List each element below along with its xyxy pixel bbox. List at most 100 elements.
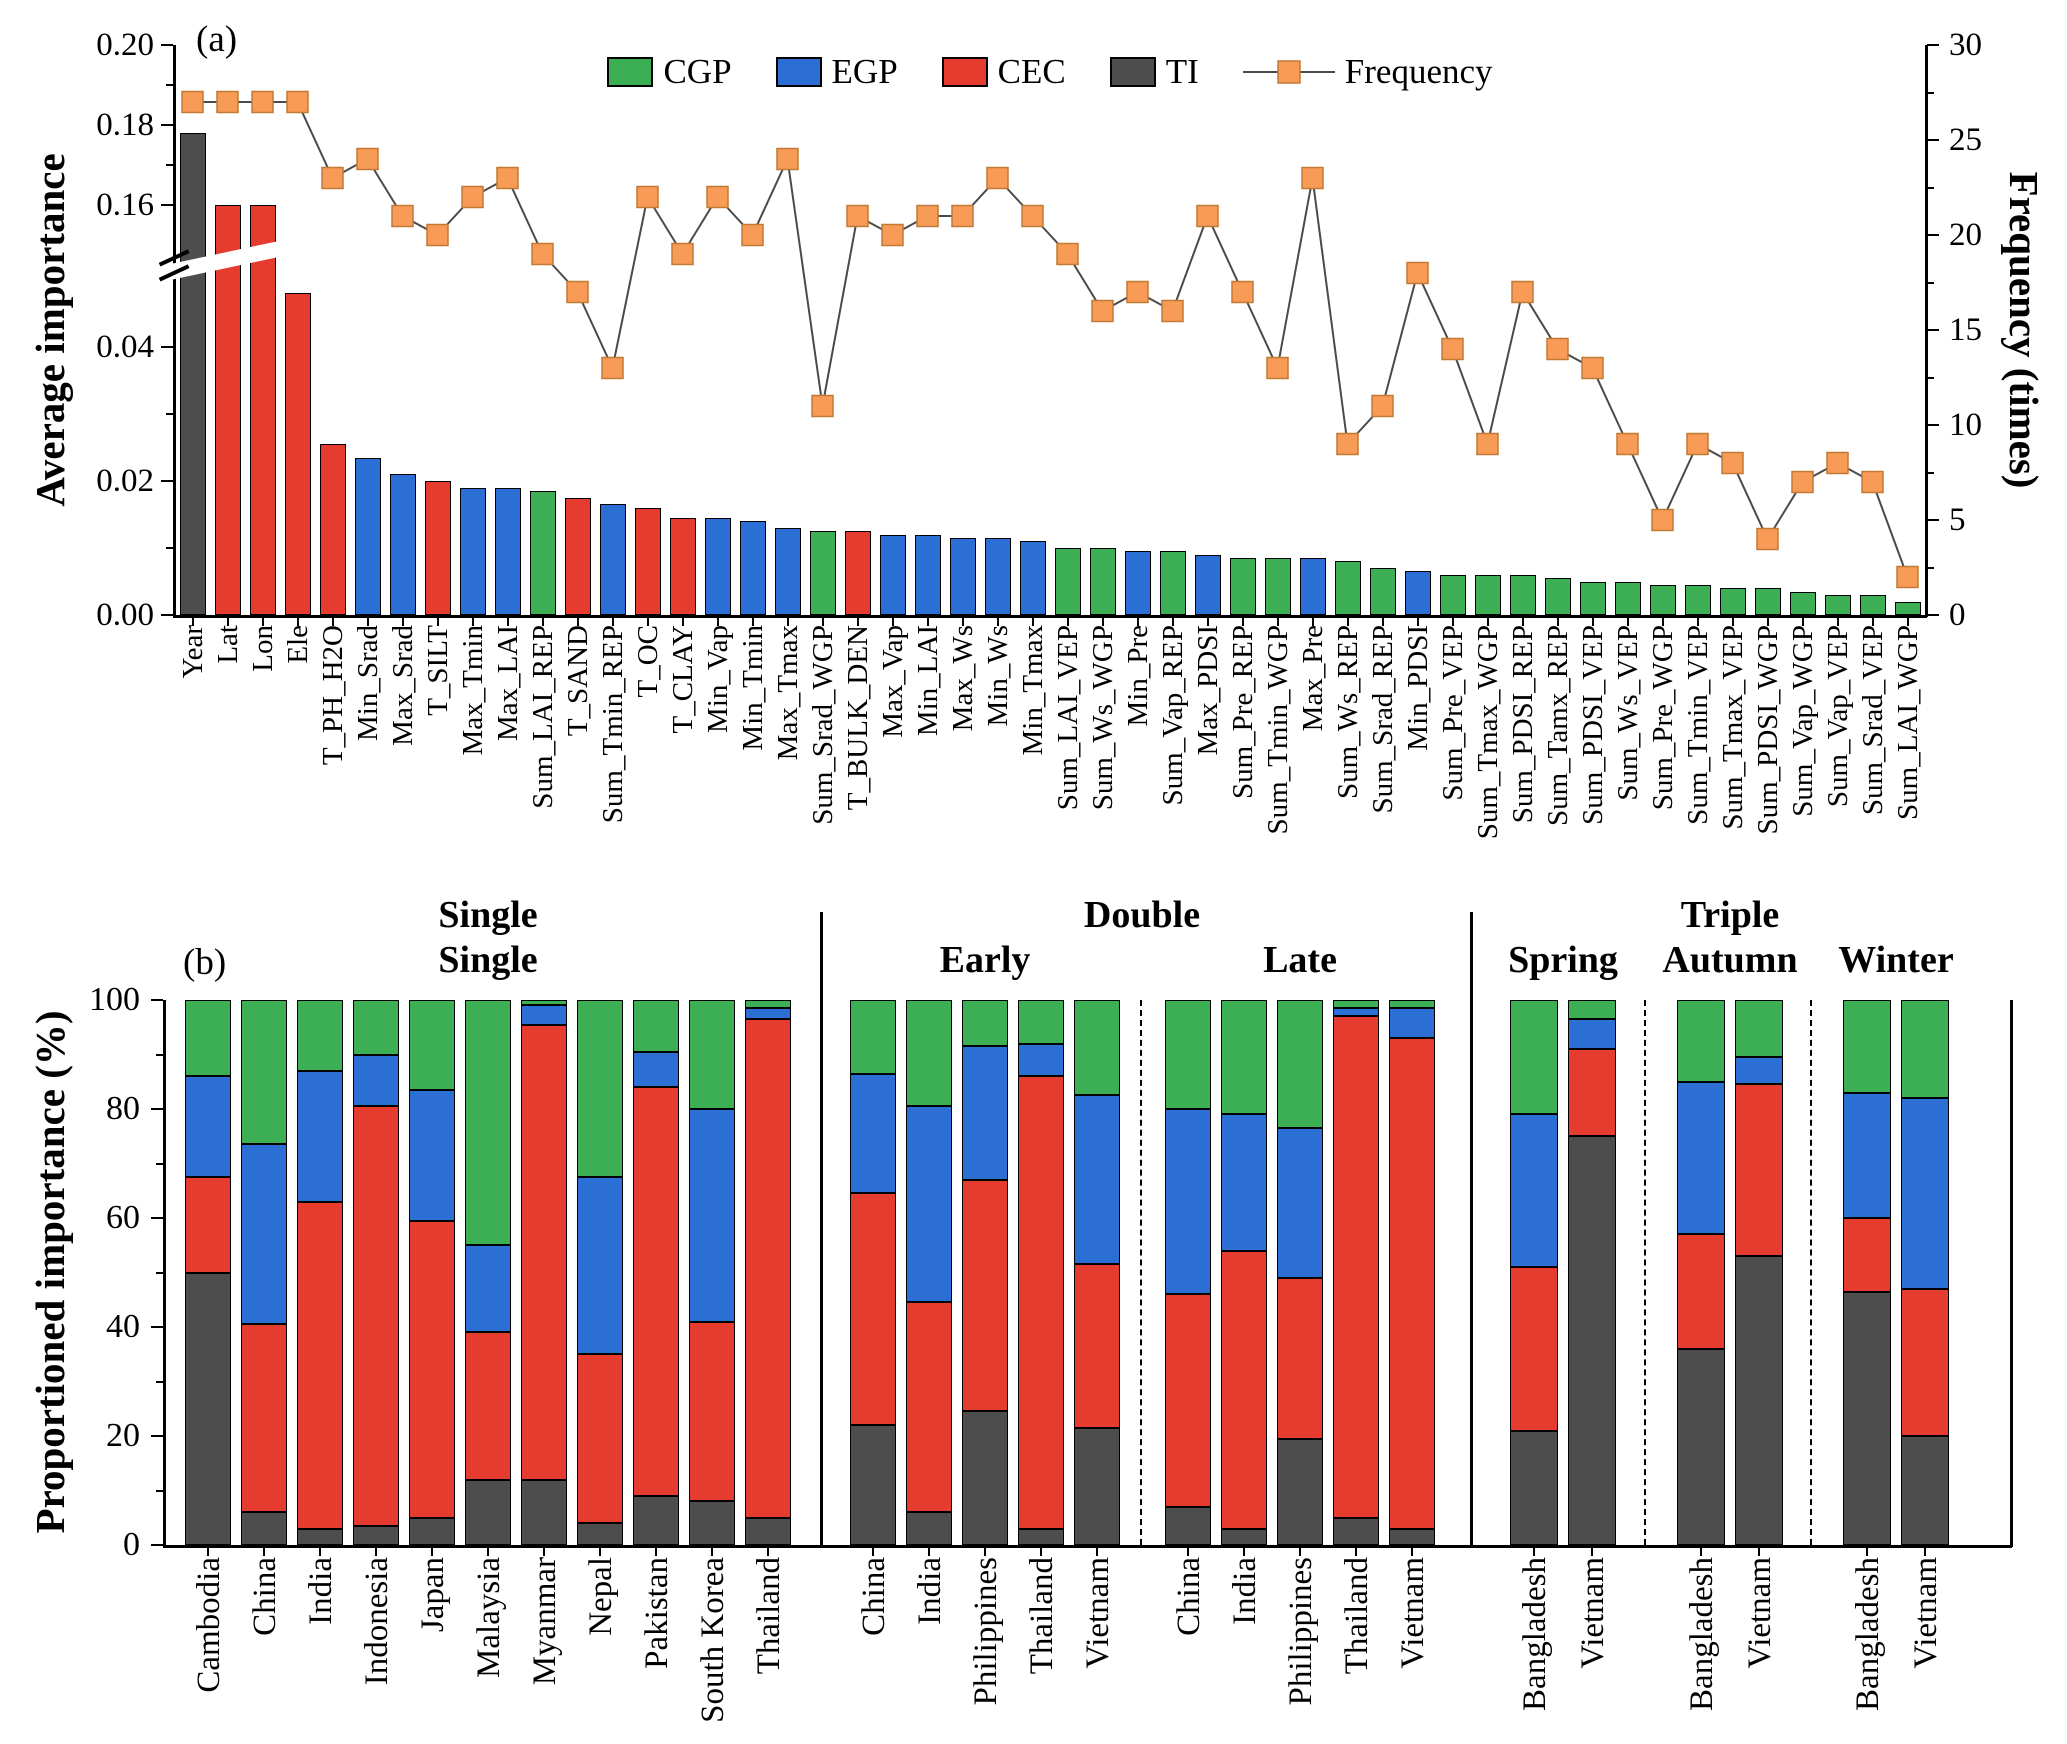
b-x-tick: [1533, 1548, 1535, 1556]
segment-CGP-autumn-vietnam: [1735, 1000, 1783, 1058]
a-x-tick: [1766, 618, 1769, 626]
segment-CEC-single-south-korea: [689, 1321, 735, 1502]
a-x-tick: [786, 618, 789, 626]
frequency-marker-Max_Pre: [1301, 166, 1324, 190]
a-x-tick: [996, 618, 999, 626]
bar-Min_PDSI: [1404, 571, 1431, 615]
section-separator: [1470, 912, 1473, 1545]
a-y-tick-label: 0.02: [96, 463, 154, 499]
b-x-label-china: China: [247, 1557, 283, 1636]
a-y2-tick: [1927, 518, 1939, 522]
b-x-tick: [207, 1548, 209, 1556]
bar-Min_Tmin: [739, 521, 766, 615]
b-x-label-thailand: Thailand: [751, 1557, 787, 1675]
segment-CGP-single-pakistan: [633, 1000, 679, 1052]
b-y-tick-label: 40: [106, 1308, 140, 1345]
a-y-tick: [161, 479, 173, 483]
b-x-label-india: India: [1227, 1557, 1263, 1625]
b-y-tick: [151, 1325, 163, 1329]
segment-CEC-single-thailand: [745, 1019, 791, 1518]
frequency-marker-Min_Srad: [356, 147, 379, 171]
b-x-label-malaysia: Malaysia: [471, 1557, 507, 1678]
a-x-tick: [1101, 618, 1104, 626]
a-y2-tick-label: 5: [1949, 502, 1966, 538]
a-x-tick: [1486, 618, 1489, 626]
a-x-tick: [1346, 618, 1349, 626]
segment-CGP-early-thailand: [1018, 1000, 1064, 1044]
b-y-tick: [151, 1434, 163, 1438]
a-y2-tick-label: 25: [1949, 122, 1982, 158]
bar-Sum_LAI_WGP: [1894, 601, 1921, 615]
a-y-tick-label: 0.04: [96, 329, 154, 365]
segment-EGP-single-nepal: [577, 1177, 623, 1355]
a-y2-minor-tick: [1927, 91, 1934, 94]
b-x-tick: [263, 1548, 265, 1556]
frequency-marker-Sum_Srad_REP: [1371, 394, 1394, 418]
frequency-marker-Sum_PDSI_REP: [1511, 280, 1534, 304]
b-x-label-vietnam: Vietnam: [1395, 1557, 1431, 1669]
bar-Sum_Tmax_WGP: [1474, 574, 1501, 615]
a-y2-minor-tick: [1927, 186, 1934, 189]
a-y-tick: [161, 123, 173, 127]
segment-TI-spring-vietnam: [1568, 1136, 1616, 1545]
a-x-tick: [1311, 618, 1314, 626]
segment-CGP-single-malaysia: [465, 1000, 511, 1246]
b-x-label-india: India: [912, 1557, 948, 1625]
a-y-tick: [161, 43, 173, 47]
bar-Sum_PDSI_VEP: [1579, 581, 1606, 615]
segment-EGP-autumn-vietnam: [1735, 1057, 1783, 1085]
a-x-tick: [1066, 618, 1069, 626]
a-x-tick: [926, 618, 929, 626]
bar-Lat: [214, 205, 241, 615]
b-right-spine: [2010, 1000, 2013, 1547]
a-y-tick-label: 0.20: [96, 27, 154, 63]
segment-EGP-single-china: [241, 1144, 287, 1325]
b-x-label-indonesia: Indonesia: [359, 1557, 395, 1686]
segment-EGP-winter-bangladesh: [1843, 1092, 1891, 1218]
a-y-tick-label: 0.18: [96, 107, 154, 143]
bar-Sum_LAI_REP: [529, 491, 556, 615]
subgroup-header-early: Early: [939, 939, 1031, 981]
legend-label: Frequency: [1344, 52, 1493, 91]
frequency-marker-Max_Ws: [951, 204, 974, 228]
a-y2-tick: [1927, 328, 1939, 332]
segment-CGP-spring-bangladesh: [1510, 1000, 1558, 1115]
section-header-single: Single: [438, 894, 538, 936]
a-x-tick: [1591, 618, 1594, 626]
a-x-tick: [891, 618, 894, 626]
segment-CEC-single-japan: [409, 1220, 455, 1518]
segment-CGP-early-india: [906, 1000, 952, 1107]
segment-TI-early-thailand: [1018, 1528, 1064, 1545]
a-x-tick: [1031, 618, 1034, 626]
bar-Max_Tmin: [459, 487, 486, 615]
frequency-marker-T_PH_H2O: [321, 166, 344, 190]
segment-CEC-single-cambodia: [185, 1177, 231, 1273]
segment-EGP-early-india: [906, 1106, 952, 1303]
b-x-tick: [928, 1548, 930, 1556]
a-x-tick: [1906, 618, 1909, 626]
segment-CEC-single-pakistan: [633, 1087, 679, 1496]
frequency-marker-Sum_Vap_REP: [1161, 299, 1184, 323]
b-x-label-vietnam: Vietnam: [1908, 1557, 1944, 1669]
segment-TI-spring-bangladesh: [1510, 1430, 1558, 1545]
a-x-tick: [1801, 618, 1804, 626]
frequency-marker-Sum_Ws_VEP: [1616, 432, 1639, 456]
segment-CEC-autumn-bangladesh: [1677, 1234, 1725, 1349]
segment-EGP-single-cambodia: [185, 1076, 231, 1178]
bar-Sum_Srad_VEP: [1859, 594, 1886, 615]
segment-TI-early-china: [850, 1425, 896, 1545]
a-x-tick: [856, 618, 859, 626]
frequency-marker-Sum_Ws_REP: [1336, 432, 1359, 456]
b-x-label-thailand: Thailand: [1339, 1557, 1375, 1675]
b-y-tick-label: 0: [123, 1526, 140, 1563]
segment-CEC-single-myanmar: [521, 1024, 567, 1480]
frequency-marker-Sum_Vap_WGP: [1791, 470, 1814, 494]
segment-CEC-autumn-vietnam: [1735, 1084, 1783, 1257]
segment-TI-single-myanmar: [521, 1479, 567, 1545]
frequency-marker-Sum_LAI_VEP: [1056, 242, 1079, 266]
legend-swatch-cgp: [607, 57, 654, 87]
a-x-tick: [1416, 618, 1419, 626]
bar-Max_Tmax: [774, 527, 801, 615]
b-x-tick: [1243, 1548, 1245, 1556]
